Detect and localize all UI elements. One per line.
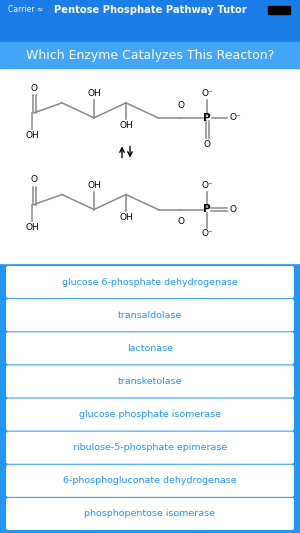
Text: OH: OH xyxy=(25,131,39,140)
Text: O⁻: O⁻ xyxy=(229,114,241,123)
Text: glucose phosphate isomerase: glucose phosphate isomerase xyxy=(79,410,221,419)
FancyBboxPatch shape xyxy=(6,432,294,464)
Text: phosphopentose isomerase: phosphopentose isomerase xyxy=(85,510,215,519)
Text: OH: OH xyxy=(87,89,101,98)
Bar xyxy=(268,6,290,14)
Text: O: O xyxy=(31,84,38,93)
FancyBboxPatch shape xyxy=(6,498,294,530)
Bar xyxy=(0,0,300,20)
Bar xyxy=(0,42,300,68)
Bar xyxy=(0,68,300,263)
Text: O: O xyxy=(203,140,211,149)
Text: OH: OH xyxy=(87,181,101,190)
Text: lactonase: lactonase xyxy=(127,344,173,353)
Text: Carrier ≈: Carrier ≈ xyxy=(8,5,43,14)
Text: O: O xyxy=(229,205,236,214)
FancyBboxPatch shape xyxy=(6,299,294,331)
Text: O: O xyxy=(31,175,38,184)
Text: O⁻: O⁻ xyxy=(201,230,213,238)
Text: O: O xyxy=(178,101,184,110)
Text: transketolase: transketolase xyxy=(118,377,182,386)
Bar xyxy=(0,20,300,42)
Text: OH: OH xyxy=(119,121,133,130)
Text: ribulose-5-phosphate epimerase: ribulose-5-phosphate epimerase xyxy=(73,443,227,452)
Text: O⁻: O⁻ xyxy=(201,181,213,190)
Text: P: P xyxy=(203,113,211,123)
Text: O⁻: O⁻ xyxy=(201,89,213,98)
Text: P: P xyxy=(203,205,211,214)
Text: OH: OH xyxy=(119,213,133,222)
Text: glucose 6-phosphate dehydrogenase: glucose 6-phosphate dehydrogenase xyxy=(62,278,238,287)
Text: Which Enzyme Catalyzes This Reacton?: Which Enzyme Catalyzes This Reacton? xyxy=(26,49,274,61)
FancyBboxPatch shape xyxy=(6,332,294,365)
FancyBboxPatch shape xyxy=(6,399,294,431)
Text: OH: OH xyxy=(25,222,39,231)
Text: Pentose Phosphate Pathway Tutor: Pentose Phosphate Pathway Tutor xyxy=(54,5,246,15)
FancyBboxPatch shape xyxy=(6,465,294,497)
FancyBboxPatch shape xyxy=(6,266,294,298)
FancyBboxPatch shape xyxy=(6,366,294,398)
Text: transaldolase: transaldolase xyxy=(118,311,182,320)
Text: 6-phosphogluconate dehydrogenase: 6-phosphogluconate dehydrogenase xyxy=(63,477,237,486)
Text: O: O xyxy=(178,217,184,227)
